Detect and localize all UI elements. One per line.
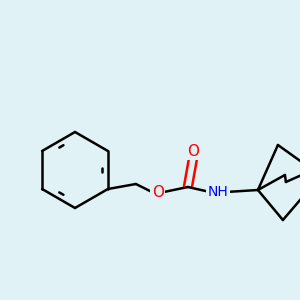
Text: NH: NH: [208, 185, 228, 199]
Text: O: O: [152, 184, 164, 200]
Text: O: O: [187, 143, 199, 158]
